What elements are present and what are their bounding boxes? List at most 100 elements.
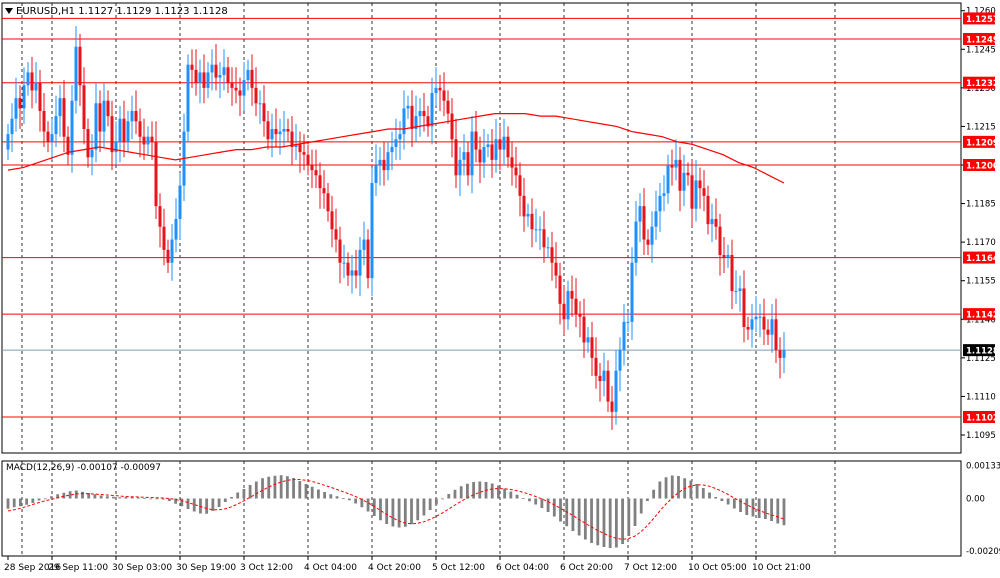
- candle-body: [734, 291, 738, 292]
- macd-bar: [410, 498, 413, 525]
- macd-bar: [596, 498, 600, 546]
- candle-body: [382, 159, 386, 171]
- candle-body: [98, 103, 102, 132]
- dropdown-triangle-icon[interactable]: [5, 8, 13, 14]
- candle-body: [478, 149, 482, 163]
- macd-bar: [459, 486, 463, 499]
- x-tick-label: 30 Sep 19:00: [176, 563, 236, 573]
- macd-bar: [782, 498, 786, 526]
- candle-body: [62, 98, 66, 137]
- macd-bar: [279, 475, 283, 499]
- macd-bar: [37, 498, 41, 501]
- candle-body: [214, 64, 218, 78]
- candle-body: [38, 82, 42, 111]
- candle-body: [66, 136, 70, 155]
- macd-bar: [670, 475, 674, 499]
- macd-bar: [105, 496, 109, 499]
- macd-bar: [478, 481, 482, 499]
- level-tag: [963, 251, 995, 264]
- y-tick-label: 1.1155: [966, 277, 996, 287]
- level-label: 1.1232: [966, 79, 999, 89]
- macd-bar: [428, 498, 432, 510]
- candle-body: [258, 103, 262, 105]
- candle-body: [390, 147, 394, 153]
- candle-body: [314, 170, 318, 176]
- macd-bar: [180, 498, 184, 507]
- macd-bar: [304, 484, 308, 499]
- candle-body: [494, 139, 498, 160]
- macd-bar: [726, 498, 730, 505]
- candle-body: [58, 98, 62, 117]
- candle-body: [374, 165, 378, 183]
- candle-body: [10, 118, 14, 135]
- macd-bar: [341, 498, 345, 499]
- candle-body: [186, 64, 190, 132]
- candle-body: [742, 288, 746, 327]
- y-tick-label: 1.1170: [966, 238, 996, 248]
- candle-body: [710, 219, 714, 225]
- macd-y-tick-label: 0.00133: [966, 461, 1000, 471]
- candle-body: [754, 316, 758, 320]
- candle-body: [274, 129, 278, 135]
- macd-bar: [602, 498, 606, 547]
- candle-body: [590, 337, 594, 358]
- candle-body: [194, 69, 198, 83]
- moving-average-line: [7, 112, 785, 184]
- candle-body: [674, 159, 678, 168]
- candle-body: [74, 46, 78, 101]
- candle-body: [574, 298, 578, 315]
- candle-body: [166, 249, 170, 263]
- candle-body: [566, 291, 570, 320]
- candle-body: [110, 116, 114, 153]
- candle-body: [626, 321, 630, 323]
- macd-bar: [124, 497, 128, 499]
- candle-body: [90, 149, 94, 158]
- candle-body: [406, 105, 410, 109]
- level-tag: [963, 12, 995, 25]
- candle-body: [242, 80, 246, 96]
- level-tag: [963, 76, 995, 89]
- candle-body: [718, 226, 722, 255]
- candle-body: [230, 82, 234, 88]
- macd-bar: [354, 498, 358, 504]
- candle-body: [522, 195, 526, 217]
- x-tick-label: 10 Oct 21:00: [752, 563, 811, 573]
- candle-body: [678, 159, 682, 191]
- candle-body: [470, 131, 474, 176]
- level-label: 1.1249: [966, 36, 999, 46]
- candle-body: [122, 118, 126, 142]
- candle-body: [218, 75, 222, 78]
- macd-bar: [143, 498, 146, 499]
- y-tick-label: 1.1095: [966, 431, 996, 441]
- candle-body: [646, 239, 650, 245]
- macd-bar: [385, 498, 389, 524]
- candle-body: [202, 72, 206, 88]
- candle-body: [94, 103, 98, 150]
- level-tag: [963, 308, 995, 321]
- macd-bar: [434, 498, 438, 505]
- candle-body: [118, 118, 122, 142]
- candle-body: [366, 239, 370, 279]
- macd-bar: [81, 491, 84, 499]
- candle-body: [550, 247, 554, 263]
- macd-bar: [633, 498, 637, 526]
- candle-body: [578, 314, 582, 317]
- x-tick-label: 10 Oct 05:00: [688, 563, 747, 573]
- candle-body: [298, 144, 302, 153]
- level-label: 1.1257: [966, 15, 999, 25]
- x-tick-label: 3 Oct 12:00: [240, 563, 293, 573]
- macd-bar: [577, 498, 581, 536]
- candle-body: [30, 72, 34, 91]
- macd-label: MACD(12,26,9) -0.00107 -0.00097: [6, 463, 161, 473]
- candle-body: [130, 111, 134, 122]
- candle-body: [534, 229, 538, 231]
- y-tick-label: 1.1185: [966, 200, 996, 210]
- candle-body: [730, 255, 734, 291]
- candle-body: [622, 321, 626, 351]
- candle-body: [758, 316, 762, 318]
- candle-body: [126, 121, 130, 142]
- macd-bar: [534, 498, 538, 505]
- macd-bar: [739, 498, 742, 512]
- macd-bar: [317, 489, 320, 499]
